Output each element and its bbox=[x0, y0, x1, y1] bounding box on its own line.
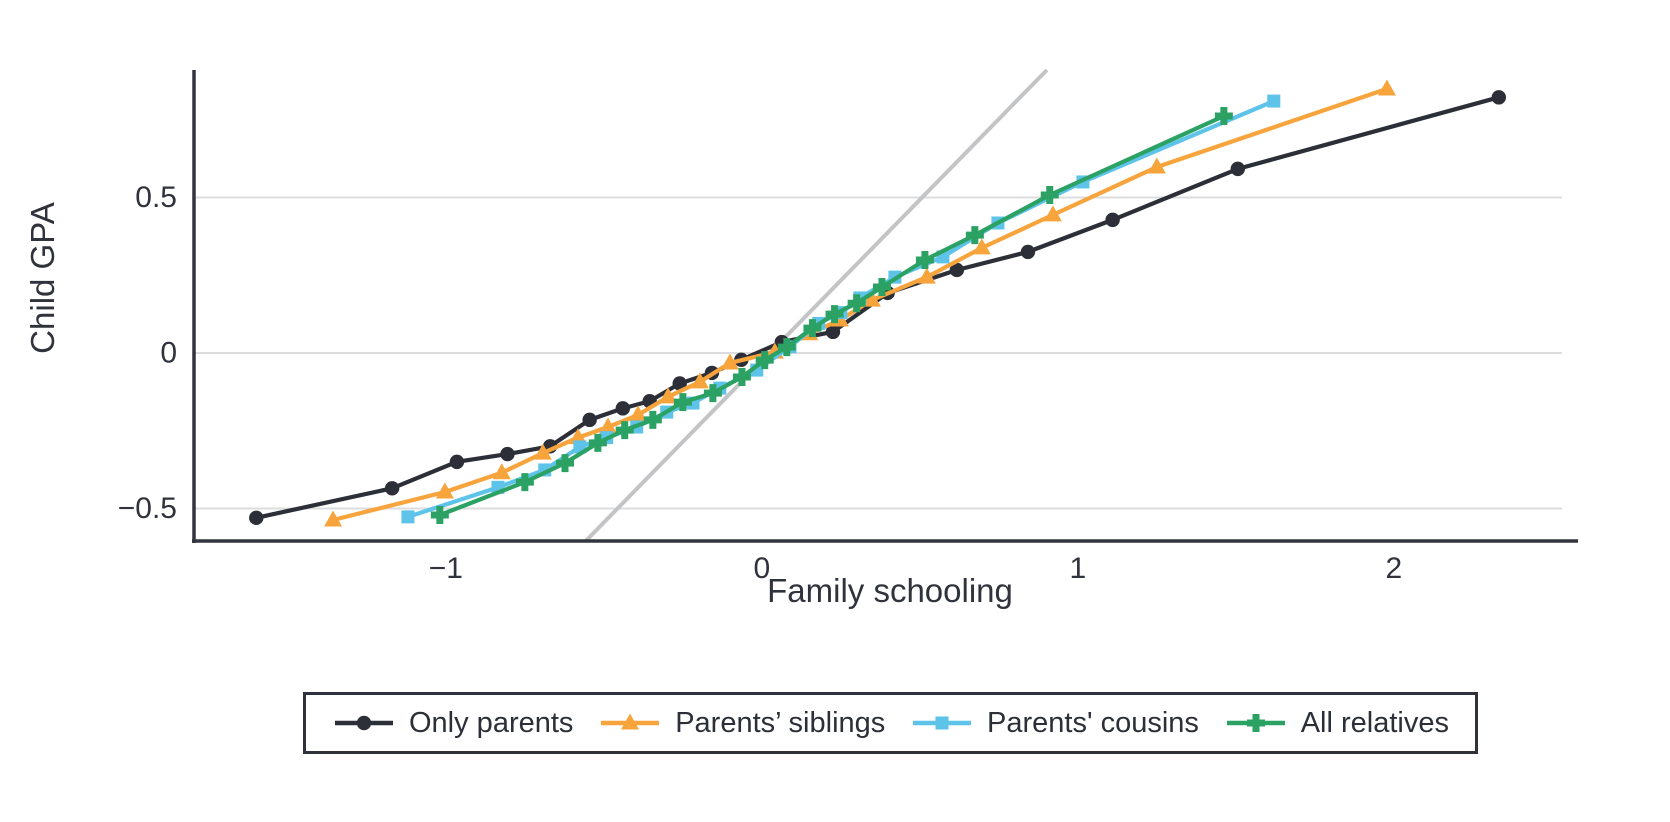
axes bbox=[192, 70, 1578, 543]
tick-labels: 0.5 0 −0.5 −1 0 1 2 bbox=[118, 181, 1402, 585]
y-tick-label: 0.5 bbox=[135, 181, 177, 214]
plus-marker-icon bbox=[515, 473, 534, 492]
gridlines bbox=[194, 196, 1562, 510]
circle-marker-icon bbox=[582, 412, 597, 428]
circle-marker-icon bbox=[1105, 212, 1120, 228]
triangle-marker-icon bbox=[568, 428, 587, 445]
circle-marker-icon bbox=[335, 715, 393, 731]
plus-marker-icon bbox=[588, 433, 607, 452]
legend-label: All relatives bbox=[1300, 706, 1449, 739]
series-group bbox=[249, 79, 1506, 527]
plus-marker-icon bbox=[430, 506, 449, 525]
legend-item-parents-siblings: Parents’ siblings bbox=[598, 706, 885, 740]
circle-marker-icon bbox=[949, 262, 965, 278]
plus-marker-icon bbox=[1040, 186, 1059, 205]
circle-marker-icon bbox=[249, 510, 264, 526]
legend-label: Parents' cousins bbox=[987, 706, 1199, 739]
triangle-marker-icon bbox=[972, 238, 991, 255]
square-marker-icon bbox=[1267, 94, 1281, 108]
plus-marker-icon bbox=[1246, 714, 1265, 732]
triangle-marker-icon bbox=[435, 482, 454, 499]
series-all-relatives bbox=[430, 107, 1233, 525]
triangle-marker-icon bbox=[628, 405, 647, 422]
x-tick-label: 0 bbox=[754, 552, 771, 585]
plus-marker-icon bbox=[847, 294, 866, 313]
plus-marker-icon bbox=[703, 384, 722, 403]
circle-marker-icon bbox=[825, 324, 841, 340]
plus-marker-icon bbox=[803, 319, 822, 338]
series-line bbox=[255, 95, 1500, 520]
reference-line bbox=[584, 68, 1049, 543]
x-tick-label: 2 bbox=[1386, 552, 1403, 585]
plus-marker-icon bbox=[777, 338, 796, 357]
x-tick-label: 1 bbox=[1070, 552, 1087, 585]
plus-marker-icon bbox=[872, 278, 891, 297]
reference-line-group bbox=[584, 68, 1049, 543]
y-axis-title: Child GPA bbox=[24, 202, 61, 354]
circle-marker-icon bbox=[1230, 161, 1245, 177]
circle-marker-icon bbox=[615, 401, 631, 416]
plus-marker-icon bbox=[1226, 714, 1285, 732]
triangle-marker-icon bbox=[862, 290, 881, 307]
circle-marker-icon bbox=[672, 376, 687, 391]
legend: Only parents Parents’ siblings Parents' … bbox=[303, 692, 1478, 754]
triangle-marker-icon bbox=[324, 510, 343, 527]
legend-item-only-parents: Only parents bbox=[332, 706, 573, 740]
plus-marker-icon bbox=[1214, 107, 1233, 126]
triangle-marker-icon bbox=[492, 463, 511, 480]
triangle-marker-icon bbox=[659, 387, 678, 404]
circle-marker-icon bbox=[1020, 244, 1036, 260]
plus-marker-icon bbox=[643, 410, 662, 429]
plus-marker-icon bbox=[555, 454, 574, 473]
plus-marker-icon bbox=[915, 251, 934, 270]
triangle-marker-icon bbox=[1147, 157, 1166, 174]
triangle-marker-icon bbox=[917, 267, 936, 284]
y-tick-label: 0 bbox=[160, 336, 177, 369]
triangle-marker-icon bbox=[601, 713, 660, 730]
square-marker-icon bbox=[935, 716, 949, 730]
legend-label: Only parents bbox=[409, 706, 574, 739]
plus-marker-icon bbox=[673, 393, 692, 412]
square-marker-icon bbox=[913, 716, 972, 730]
triangle-marker-icon bbox=[598, 417, 617, 434]
circle-marker-icon bbox=[449, 454, 465, 470]
triangle-marker-icon bbox=[1377, 79, 1396, 96]
plus-marker-icon bbox=[732, 367, 751, 386]
triangle-marker-icon bbox=[690, 372, 709, 389]
x-tick-label: −1 bbox=[429, 552, 463, 585]
triangle-marker-icon bbox=[621, 713, 640, 730]
y-tick-label: −0.5 bbox=[118, 492, 177, 525]
circle-marker-icon bbox=[356, 715, 372, 731]
legend-label: Parents’ siblings bbox=[675, 706, 886, 739]
circle-marker-icon bbox=[384, 481, 400, 496]
plus-marker-icon bbox=[615, 421, 634, 440]
circle-marker-icon bbox=[500, 446, 515, 462]
square-marker-icon bbox=[401, 510, 415, 524]
series-only-parents bbox=[249, 90, 1506, 526]
x-axis-title: Family schooling bbox=[767, 572, 1013, 609]
plus-marker-icon bbox=[755, 351, 774, 370]
legend-item-parents-cousins: Parents' cousins bbox=[910, 706, 1199, 740]
triangle-marker-icon bbox=[1043, 205, 1062, 222]
circle-marker-icon bbox=[1491, 90, 1506, 105]
legend-item-all-relatives: All relatives bbox=[1224, 706, 1449, 740]
plus-marker-icon bbox=[825, 305, 844, 324]
triangle-marker-icon bbox=[720, 353, 739, 370]
plus-marker-icon bbox=[965, 226, 984, 245]
triangle-marker-icon bbox=[533, 443, 552, 460]
